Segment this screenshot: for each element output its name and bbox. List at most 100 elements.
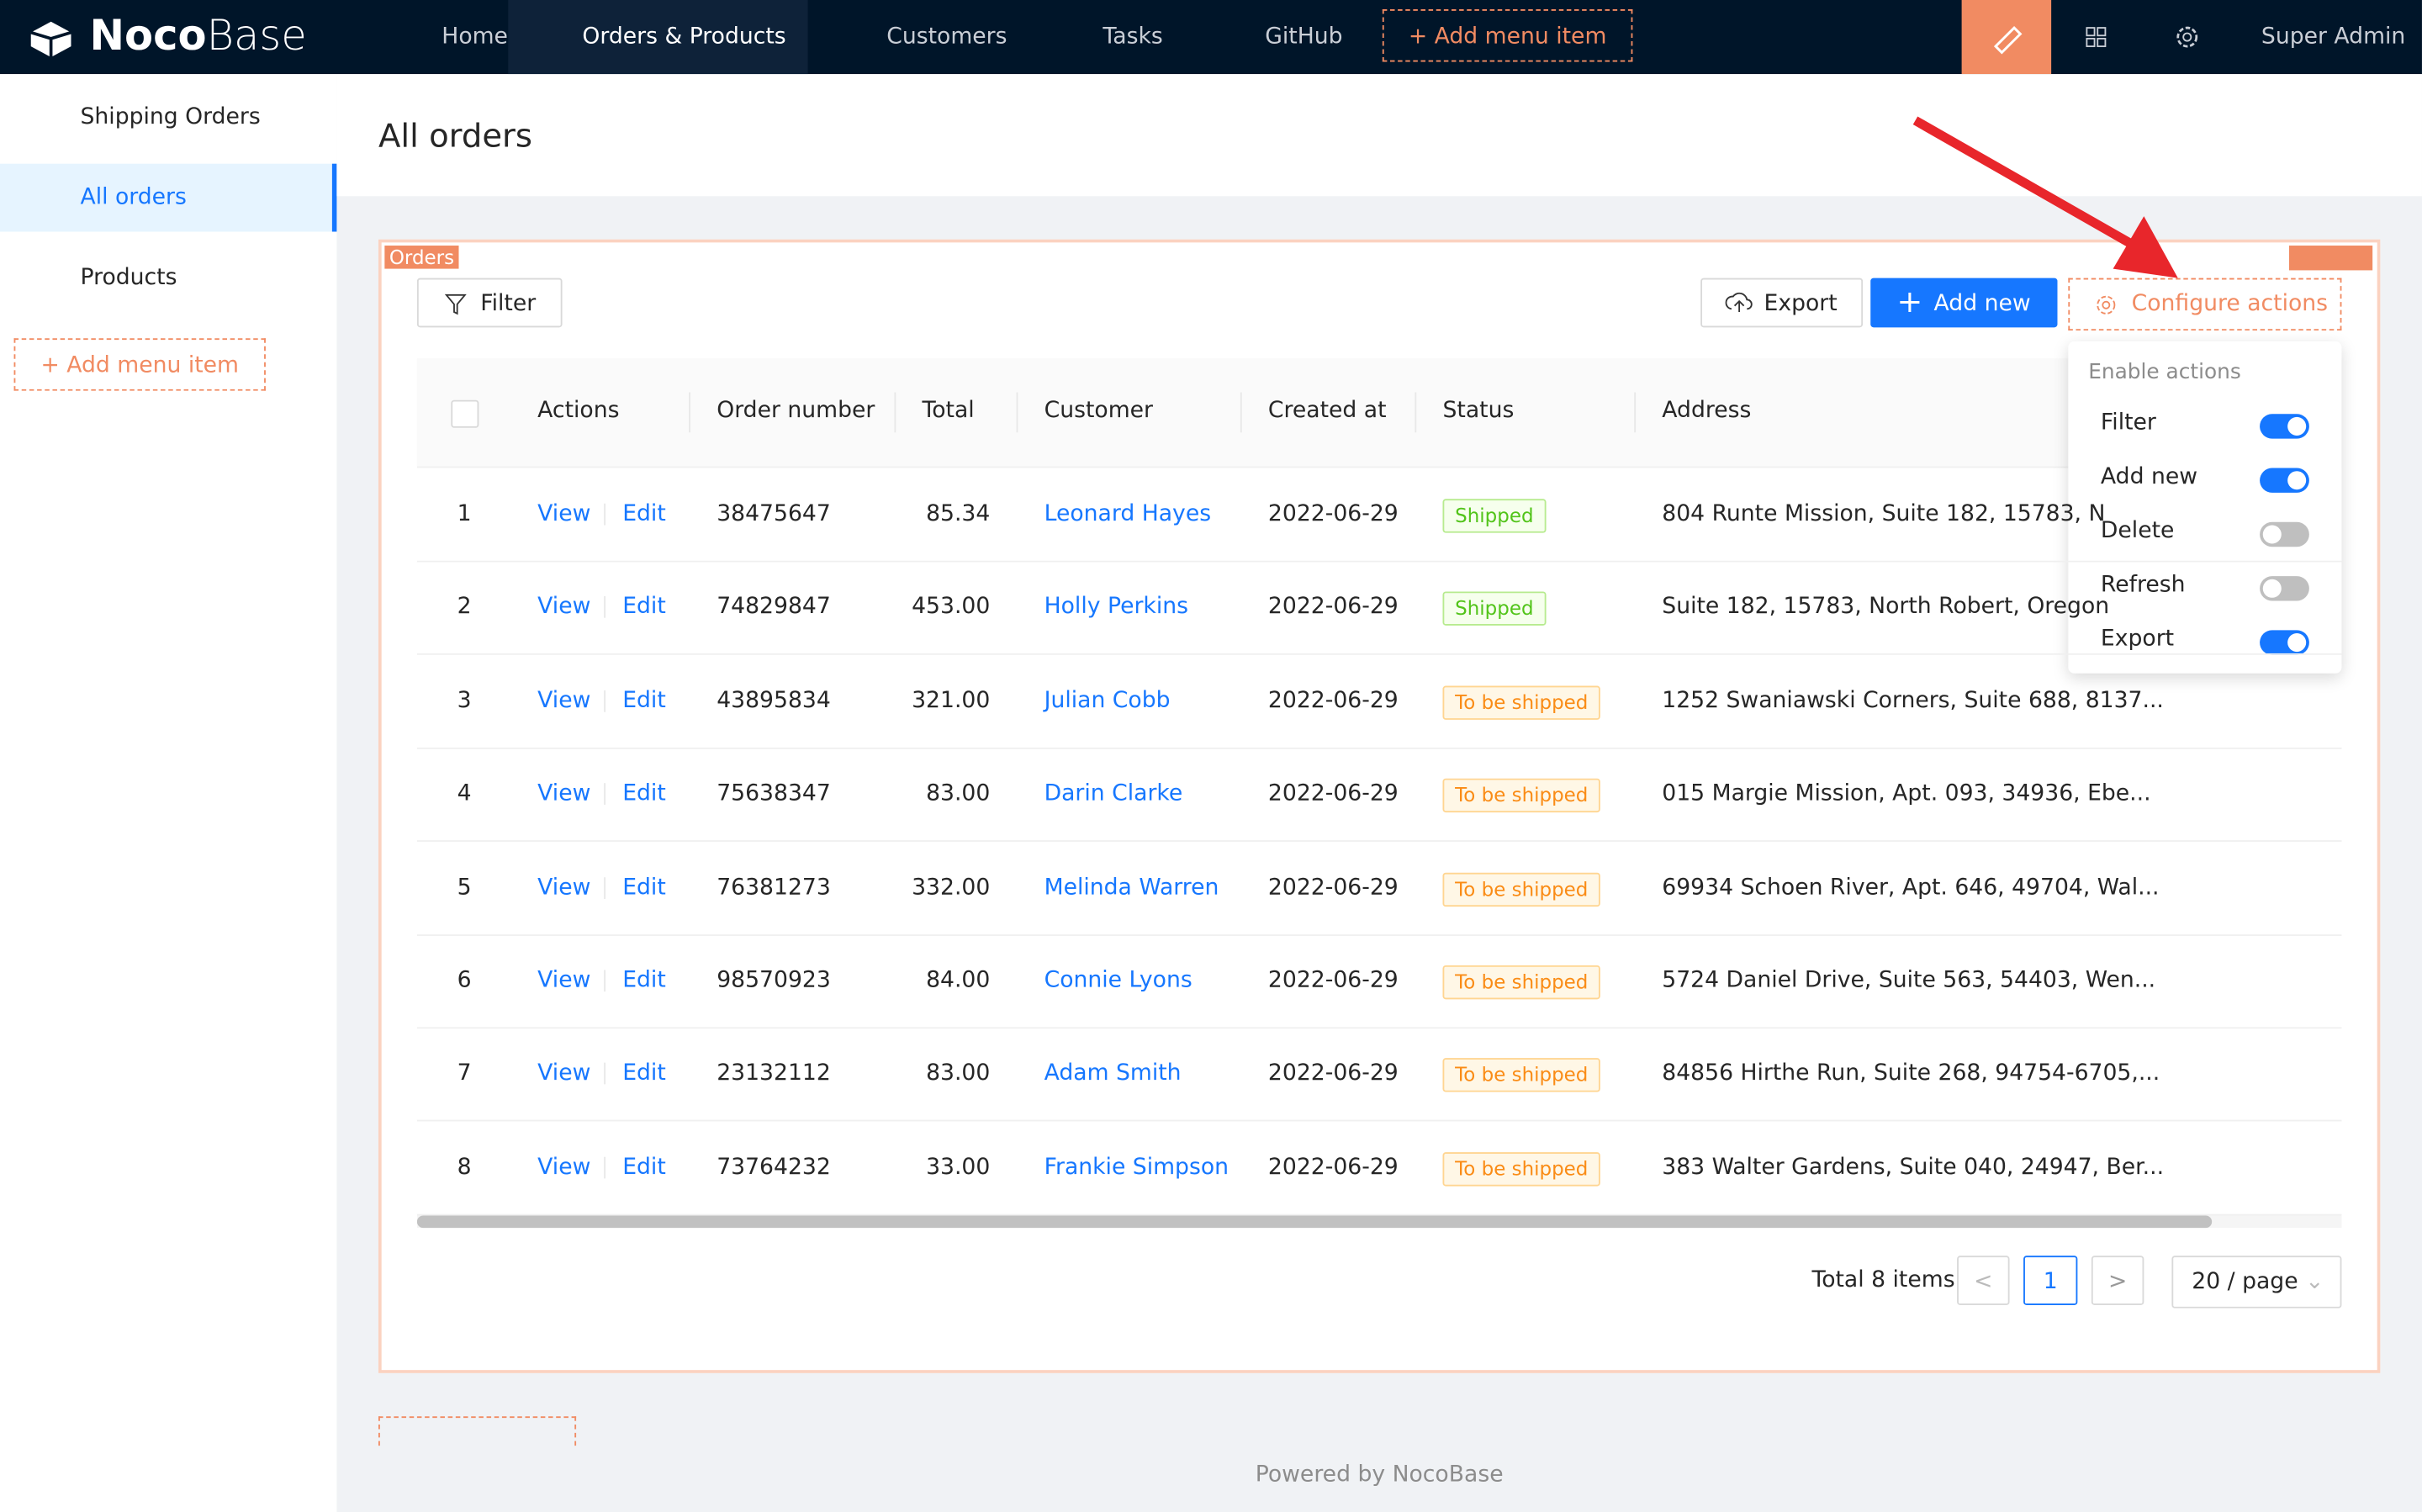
top-menu-item[interactable]: Customers [812, 0, 1038, 74]
order-number: 75638347 [717, 748, 831, 840]
top-menu-item[interactable]: Tasks [1029, 0, 1193, 74]
address: 1252 Swaniawski Corners, Suite 688, 8137… [1662, 654, 2164, 747]
export-text: Export [1764, 292, 1838, 316]
created-at: 2022-06-29 [1268, 841, 1399, 933]
scrollbar-thumb[interactable] [417, 1215, 2212, 1228]
row-index: 1 [457, 468, 472, 561]
status-tag: To be shipped [1442, 779, 1600, 812]
edit-link[interactable]: Edit [622, 561, 666, 653]
view-link[interactable]: View [537, 841, 590, 933]
customer-link[interactable]: Darin Clarke [1044, 748, 1183, 840]
view-link[interactable]: View [537, 654, 590, 747]
column-header: Actions [537, 399, 619, 423]
address: 84856 Hirthe Run, Suite 268, 94754-6705,… [1662, 1028, 2160, 1120]
column-header: Address [1662, 399, 1751, 423]
order-number: 98570923 [717, 934, 831, 1027]
sidebar: + Add menu item Shipping Orders All order… [0, 74, 336, 1512]
page-size[interactable]: 20 / page ⌄ [2171, 1256, 2341, 1308]
table-row: 8ViewEdit7376423233.00Frankie Simpson202… [417, 1121, 2342, 1215]
column-header: Order number [717, 399, 875, 423]
created-at: 2022-06-29 [1268, 1121, 1399, 1213]
prev-page[interactable]: < [1957, 1256, 2009, 1305]
user-menu[interactable]: Super Admin [2230, 0, 2422, 74]
customer-link[interactable]: Frankie Simpson [1044, 1121, 1229, 1213]
dropdown-item[interactable]: Filter [2101, 411, 2156, 436]
add-menu-item[interactable]: + Add menu item [1383, 9, 1633, 61]
view-link[interactable]: View [537, 748, 590, 840]
status-tag: Shipped [1442, 592, 1546, 626]
customer-link[interactable]: Leonard Hayes [1044, 468, 1211, 561]
action-divider [604, 1063, 606, 1085]
edit-link[interactable]: Edit [622, 841, 666, 933]
block-tools[interactable] [2289, 246, 2372, 270]
view-link[interactable]: View [537, 1121, 590, 1213]
customer-link[interactable]: Holly Perkins [1044, 561, 1188, 653]
status-tag: To be shipped [1442, 1059, 1600, 1092]
view-link[interactable]: View [537, 561, 590, 653]
view-link[interactable]: View [537, 468, 590, 561]
export-icon [1726, 292, 1753, 314]
customer-link[interactable]: Connie Lyons [1044, 934, 1192, 1027]
table-row: 2ViewEdit74829847453.00Holly Perkins2022… [417, 561, 2342, 655]
top-menu-item[interactable]: Orders & Products [508, 0, 807, 74]
block-label: Orders [384, 246, 458, 269]
design-mode[interactable] [1962, 0, 2052, 74]
filter-text: Filter [480, 292, 536, 316]
table-row: 3ViewEdit43895834321.00Julian Cobb2022-0… [417, 654, 2342, 748]
sidebar-item[interactable]: Shipping Orders [0, 83, 336, 151]
sidebar-add-text: Add menu item [66, 354, 239, 378]
table-row: 7ViewEdit2313211283.00Adam Smith2022-06-… [417, 1028, 2342, 1122]
address: 804 Runte Mission, Suite 182, 15783, N [1662, 468, 2105, 561]
sidebar-item[interactable]: All orders [0, 164, 336, 232]
sidebar-add-menu[interactable]: + Add menu item [14, 338, 266, 390]
table-row: 6ViewEdit9857092384.00Connie Lyons2022-0… [417, 934, 2342, 1028]
filter-icon [445, 293, 467, 315]
edit-link[interactable]: Edit [622, 468, 666, 561]
footer: Powered by NocoBase [336, 1462, 2422, 1487]
add-menu-text: Add menu item [1435, 24, 1607, 49]
next-page[interactable]: > [2091, 1256, 2144, 1305]
settings-icon[interactable] [2175, 24, 2199, 49]
filter-button[interactable]: Filter [417, 278, 563, 328]
total: 453.00 [912, 561, 990, 653]
edit-link[interactable]: Edit [622, 934, 666, 1027]
toggle-switch[interactable] [2260, 414, 2309, 438]
column-header: Status [1442, 399, 1514, 423]
total: 85.34 [926, 468, 990, 561]
address: 015 Margie Mission, Apt. 093, 34936, Ebe… [1662, 748, 2150, 840]
blocks-icon[interactable] [2086, 26, 2107, 48]
customer-link[interactable]: Melinda Warren [1044, 841, 1219, 933]
total: 33.00 [926, 1121, 990, 1213]
edit-link[interactable]: Edit [622, 748, 666, 840]
total: 332.00 [912, 841, 990, 933]
total: 321.00 [912, 654, 990, 747]
table-row: 5ViewEdit76381273332.00Melinda Warren202… [417, 841, 2342, 935]
view-link[interactable]: View [537, 1028, 590, 1120]
customer-link[interactable]: Adam Smith [1044, 1028, 1182, 1120]
edit-link[interactable]: Edit [622, 1121, 666, 1213]
sidebar-item[interactable]: Products [0, 244, 336, 312]
edit-link[interactable]: Edit [622, 654, 666, 747]
status-tag: To be shipped [1442, 872, 1600, 906]
created-at: 2022-06-29 [1268, 654, 1399, 747]
order-number: 73764232 [717, 1121, 831, 1213]
edit-link[interactable]: Edit [622, 1028, 666, 1120]
row-index: 3 [457, 654, 472, 747]
current-page[interactable]: 1 [2023, 1256, 2077, 1305]
row-index: 5 [457, 841, 472, 933]
status-tag: To be shipped [1442, 1152, 1600, 1186]
status-tag: Shipped [1442, 499, 1546, 532]
customer-link[interactable]: Julian Cobb [1044, 654, 1171, 747]
column-divider [1017, 393, 1018, 433]
column-divider [894, 393, 896, 433]
table-row: 4ViewEdit7563834783.00Darin Clarke2022-0… [417, 748, 2342, 842]
view-link[interactable]: View [537, 934, 590, 1027]
add-block-button[interactable] [378, 1416, 576, 1446]
select-all[interactable] [451, 400, 479, 428]
top-menu-item[interactable]: GitHub [1191, 0, 1373, 74]
row-index: 7 [457, 1028, 472, 1120]
created-at: 2022-06-29 [1268, 468, 1399, 561]
dropdown-title: Enable actions [2088, 360, 2241, 384]
logo-bold: Noco [90, 13, 207, 61]
